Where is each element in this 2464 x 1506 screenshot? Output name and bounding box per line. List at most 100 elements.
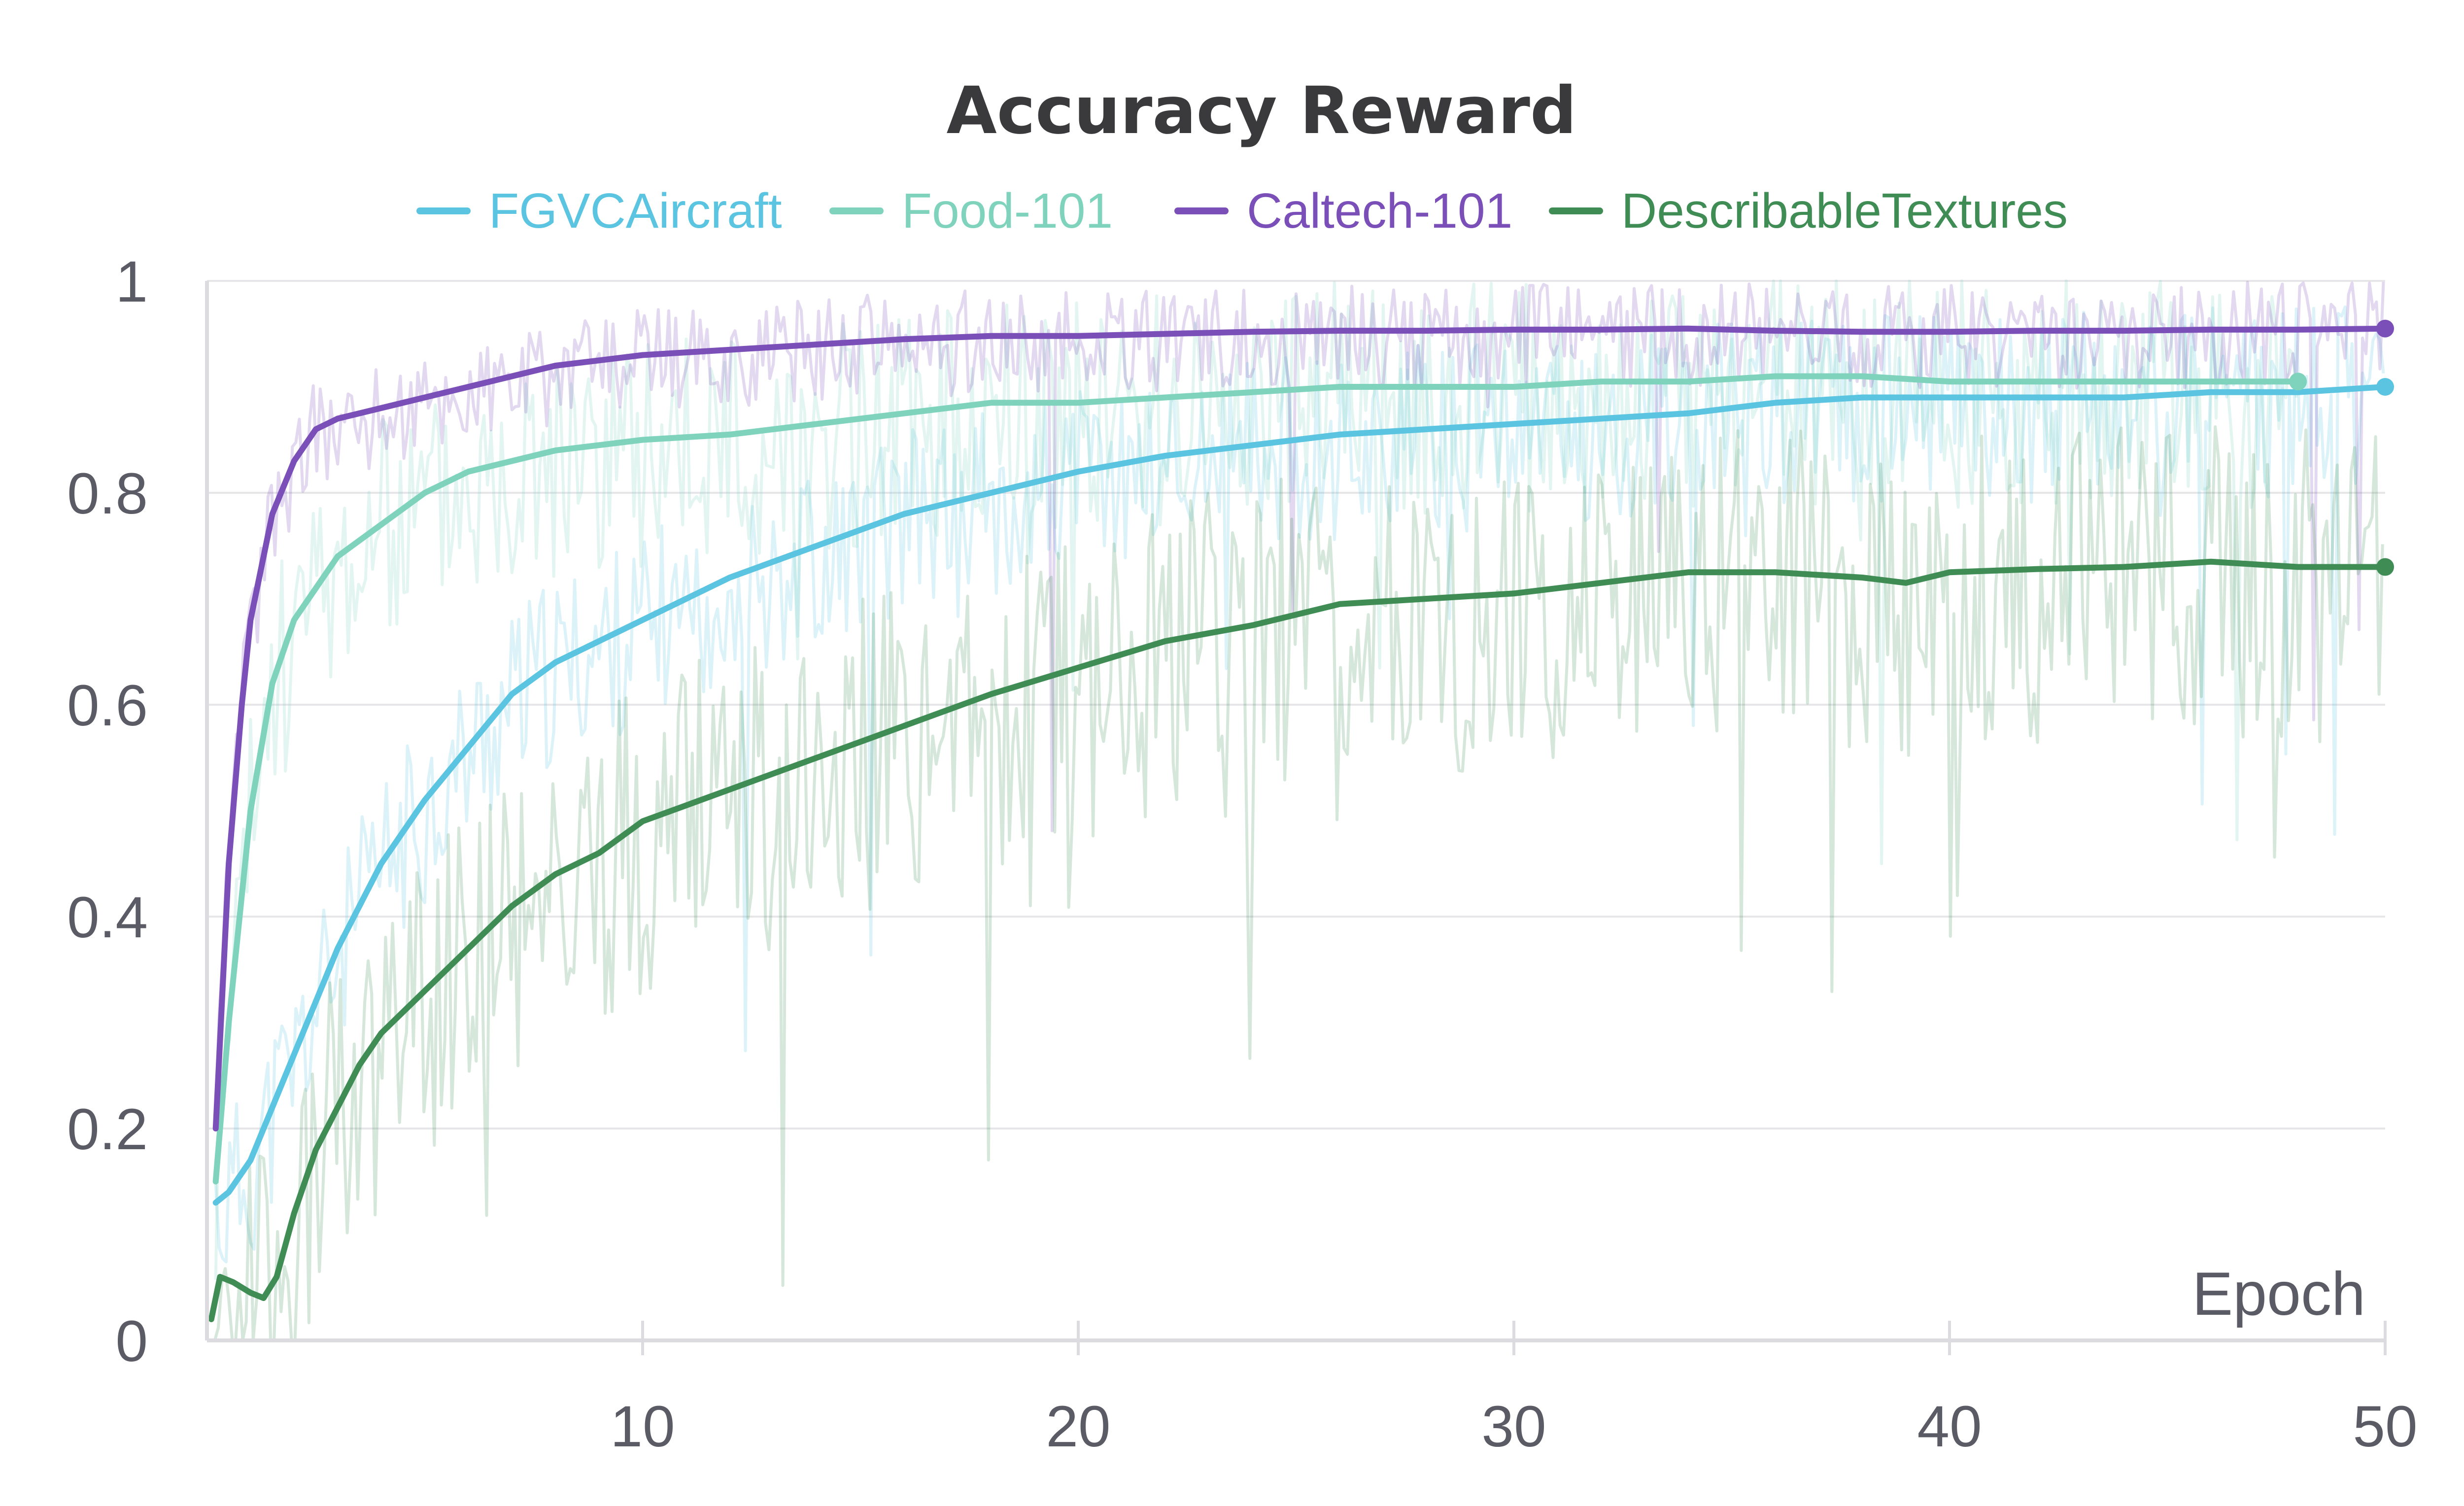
data-point (1425, 597, 1428, 600)
data-point (641, 354, 644, 357)
data-point (423, 799, 426, 802)
data-point (336, 1106, 339, 1109)
data-point (1905, 582, 1908, 584)
data-point (2209, 328, 2212, 331)
data-point (1774, 329, 1777, 332)
y-tick-label: 0.8 (67, 461, 148, 526)
data-point (1164, 454, 1167, 457)
data-point (2296, 328, 2299, 331)
data-point (1512, 385, 1515, 388)
data-point (380, 407, 383, 410)
data-point (1251, 444, 1254, 446)
legend-label-1: Food-101 (902, 183, 1113, 239)
data-point (1774, 571, 1777, 574)
data-point (2296, 566, 2299, 569)
data-point (2122, 396, 2125, 399)
data-point (1512, 422, 1515, 425)
data-point (214, 1127, 217, 1130)
raw-trace-3 (211, 425, 2384, 1342)
data-point (380, 862, 383, 865)
series-end-marker-1 (2289, 373, 2307, 391)
legend-label-2: Caltech-101 (1247, 183, 1512, 239)
legend: FGVCAircraft Food-101 Caltech-101 Describab… (416, 183, 2068, 239)
data-point (1338, 603, 1341, 606)
data-point (467, 470, 470, 473)
data-point (598, 640, 601, 643)
data-point (1861, 375, 1864, 378)
data-point (1077, 470, 1080, 473)
data-point (1948, 571, 1951, 574)
data-point (2122, 566, 2125, 569)
data-point (214, 1180, 217, 1183)
data-point (990, 335, 992, 338)
grid (207, 280, 2385, 1130)
data-point (271, 1106, 274, 1109)
data-point (902, 513, 905, 515)
x-tick-label: 50 (2353, 1394, 2417, 1459)
data-point (1164, 333, 1167, 336)
data-point (990, 693, 992, 696)
data-point (902, 724, 905, 727)
data-point (1512, 592, 1515, 595)
data-point (249, 618, 252, 621)
data-point (214, 1201, 217, 1204)
data-point (728, 576, 731, 579)
data-point (271, 513, 274, 515)
data-point (1251, 624, 1254, 627)
data-point (2035, 329, 2038, 332)
data-point (511, 905, 513, 908)
chart-title: Accuracy Reward (947, 73, 1577, 149)
data-point (1077, 666, 1080, 669)
data-point (210, 1318, 213, 1321)
data-point (262, 1297, 265, 1300)
series-line-2 (212, 325, 2388, 1131)
data-point (511, 693, 513, 696)
data-point (1948, 330, 1951, 333)
y-tick-label: 1 (115, 249, 148, 314)
series-line-3 (208, 558, 2388, 1322)
data-point (1861, 396, 1864, 399)
y-tick-label: 0 (115, 1309, 148, 1374)
x-tick-label: 40 (1917, 1394, 1982, 1459)
data-point (1425, 329, 1428, 332)
series-line-1 (212, 373, 2301, 1185)
data-point (249, 1159, 252, 1162)
data-point (293, 460, 296, 463)
data-point (1425, 385, 1428, 388)
data-point (1512, 328, 1515, 331)
series-end-marker-2 (2376, 319, 2394, 338)
y-tick-label: 0.6 (67, 673, 148, 738)
data-point (641, 439, 644, 442)
data-point (1164, 640, 1167, 643)
data-point (2122, 380, 2125, 383)
x-axis-title: Epoch (2192, 1260, 2365, 1328)
x-tick-label: 20 (1046, 1394, 1110, 1459)
smoothed-lines (208, 325, 2388, 1322)
series-end-marker-0 (2376, 378, 2394, 396)
data-point (1687, 380, 1690, 383)
data-point (219, 1275, 222, 1278)
data-point (728, 788, 731, 791)
data-point (314, 1148, 317, 1151)
data-point (1338, 385, 1341, 388)
data-point (227, 1021, 230, 1024)
data-point (511, 375, 513, 378)
data-point (1948, 396, 1951, 399)
raw-trace-0 (214, 305, 2385, 1264)
data-point (293, 1212, 296, 1215)
data-point (902, 412, 905, 415)
data-point (1687, 412, 1690, 415)
data-point (816, 545, 819, 548)
legend-label-3: DescribableTextures (1621, 183, 2068, 239)
data-point (232, 1281, 235, 1284)
data-point (467, 947, 470, 950)
data-point (1774, 375, 1777, 378)
data-point (271, 682, 274, 685)
data-point (641, 618, 644, 621)
data-point (1600, 328, 1603, 331)
data-point (816, 756, 819, 759)
data-point (2209, 380, 2212, 383)
data-point (336, 417, 339, 420)
